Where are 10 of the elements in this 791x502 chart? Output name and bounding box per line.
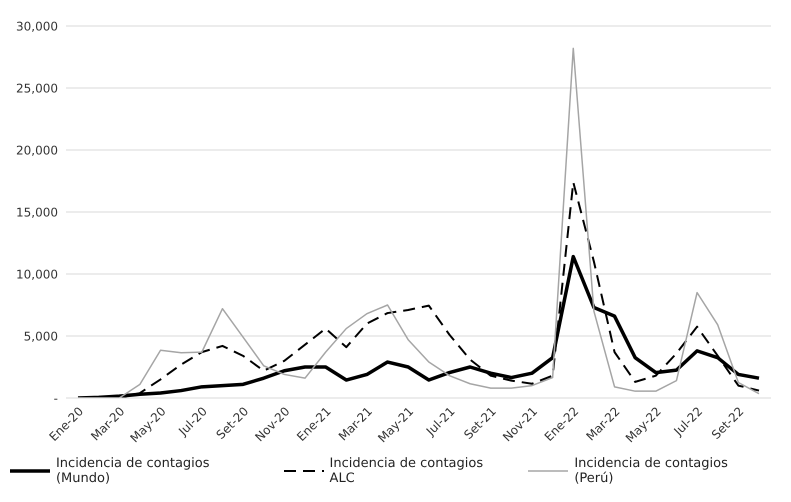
y-tick-label: 10,000 — [16, 267, 58, 282]
y-tick-label: 25,000 — [16, 81, 58, 96]
y-tick-label: 30,000 — [16, 19, 58, 34]
y-tick-label: 15,000 — [16, 205, 58, 220]
legend-label: Incidencia de contagios ALC — [330, 456, 484, 486]
y-tick-label: - — [54, 391, 58, 406]
y-tick-label: 5,000 — [24, 329, 58, 344]
legend-label: Incidencia de contagios (Perú) — [574, 456, 729, 486]
y-tick-label: 20,000 — [16, 143, 58, 158]
legend-label: Incidencia de contagios (Mundo) — [56, 456, 211, 486]
